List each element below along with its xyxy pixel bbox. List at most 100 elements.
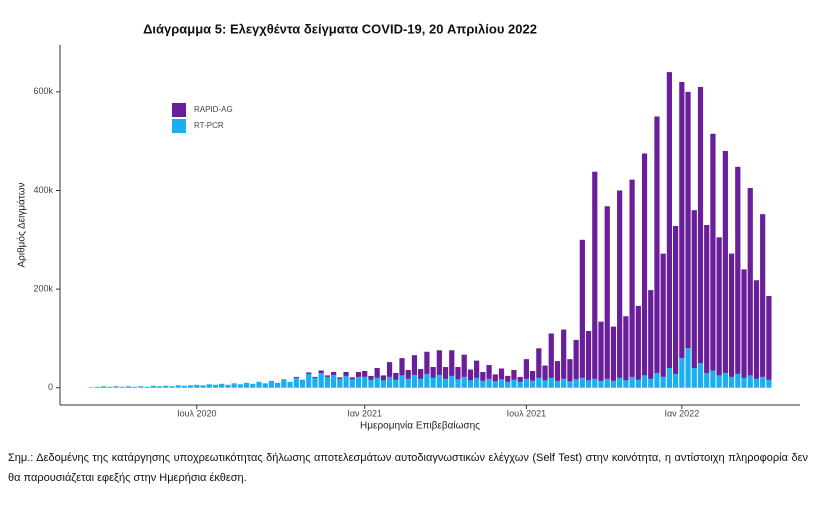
bar-segment — [654, 372, 660, 388]
bar-segment — [660, 376, 666, 388]
bar-segment — [679, 81, 685, 359]
bar-segment — [573, 339, 579, 380]
legend-label: RAPID-AG — [194, 105, 233, 114]
bar-segment — [418, 378, 424, 388]
bar-segment — [100, 386, 107, 388]
bar-segment — [548, 377, 554, 388]
bar-segment — [362, 376, 368, 388]
bar-segment — [256, 381, 262, 388]
bar-segment — [735, 166, 741, 374]
bar-segment — [293, 377, 299, 388]
bar-segment — [324, 375, 331, 377]
bar-segment — [474, 360, 480, 378]
bar-segment — [697, 363, 704, 388]
bar-segment — [685, 91, 691, 349]
bar-segment — [467, 380, 474, 388]
bar-segment — [573, 379, 579, 388]
bar-segment — [660, 253, 666, 377]
bar-segment — [212, 384, 219, 388]
bar-segment — [666, 72, 673, 369]
bar-segment — [405, 378, 411, 388]
bar-segment — [542, 380, 548, 388]
bar-segment — [673, 373, 679, 388]
bar-segment — [585, 331, 592, 381]
bar-segment — [567, 359, 573, 382]
bar-segment — [467, 369, 474, 381]
x-tick-label: Ιουλ 2020 — [177, 408, 216, 418]
bar-segment — [299, 380, 306, 388]
bar-segment — [691, 210, 697, 369]
bar-segment — [163, 385, 169, 388]
bar-segment — [125, 386, 132, 388]
bar-segment — [418, 369, 424, 379]
bar-segment — [368, 375, 374, 380]
bar-segment — [331, 371, 337, 375]
bar-segment — [760, 214, 766, 377]
x-axis-label: Ημερομηνία Επιβεβαίωσης — [360, 420, 480, 432]
bar-segment — [610, 326, 617, 381]
bar-segment — [641, 375, 648, 388]
bar-segment — [119, 386, 125, 388]
y-axis-label: Αριθμός Δειγμάτων — [16, 182, 28, 267]
bar-segment — [219, 383, 225, 388]
bar-segment — [529, 380, 536, 388]
bar-segment — [492, 374, 498, 382]
y-tick-label: 600k — [33, 86, 53, 96]
x-tick-label: Ιαν 2021 — [347, 408, 382, 418]
bar-segment — [548, 333, 554, 378]
bar-segment — [380, 380, 386, 388]
bar-segment — [486, 378, 492, 388]
bar-segment — [517, 381, 523, 388]
bar-segment — [268, 380, 275, 388]
bar-segment — [480, 371, 486, 381]
bar-segment — [461, 376, 467, 388]
bar-segment — [355, 371, 362, 377]
bar-segment — [262, 383, 268, 388]
bar-segment — [679, 358, 685, 388]
bar-segment — [760, 376, 766, 388]
bar-segment — [492, 381, 498, 388]
bar-segment — [181, 385, 187, 388]
bar-segment — [567, 381, 573, 388]
bar-segment — [424, 351, 430, 374]
bar-segment — [231, 383, 237, 388]
bar-segment — [498, 379, 505, 388]
bar-segment — [386, 362, 393, 377]
bar-segment — [691, 368, 697, 388]
bar-segment — [598, 321, 604, 381]
bar-segment — [542, 365, 548, 381]
bar-segment — [243, 382, 250, 388]
bar-segment — [368, 379, 374, 388]
bar-segment — [610, 380, 617, 388]
x-tick-label: Ιουλ 2021 — [507, 408, 546, 418]
bar-segment — [753, 378, 760, 388]
bar-segment — [592, 171, 598, 379]
bar-segment — [598, 380, 604, 388]
bar-segment — [436, 350, 442, 375]
bar-segment — [150, 385, 156, 388]
bar-segment — [654, 116, 660, 373]
bar-segment — [430, 367, 436, 378]
bar-segment — [623, 380, 629, 388]
bar-segment — [349, 379, 355, 388]
bar-segment — [728, 253, 735, 377]
bar-segment — [94, 386, 100, 388]
legend-swatch — [172, 103, 186, 117]
bar-segment — [442, 367, 449, 379]
bar-segment — [592, 378, 598, 388]
bar-segment — [710, 370, 716, 388]
bar-segment — [585, 380, 592, 388]
bar-segment — [716, 237, 722, 376]
bar-segment — [716, 375, 722, 388]
bar-segment — [318, 372, 324, 388]
bar-segment — [194, 384, 200, 388]
bar-segment — [741, 269, 747, 378]
chart-title: Διάγραμμα 5: Ελεγχθέντα δείγματα COVID-1… — [143, 21, 537, 36]
bar-segment — [331, 374, 337, 388]
bar-segment — [722, 372, 728, 388]
bar-segment — [623, 316, 629, 381]
bar-segment — [685, 348, 691, 388]
bar-segment — [107, 386, 113, 388]
bar-segment — [324, 376, 331, 388]
bar-segment — [442, 378, 449, 388]
